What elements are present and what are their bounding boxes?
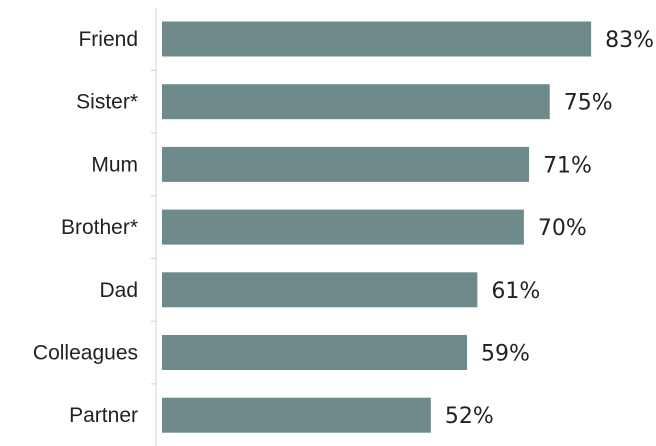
data-label: 59%	[481, 342, 530, 367]
bars	[162, 21, 592, 433]
category-label: Partner	[69, 404, 138, 427]
category-label: Sister*	[76, 91, 138, 114]
data-label: 71%	[543, 153, 592, 178]
bar	[162, 272, 478, 308]
data-label: 75%	[564, 91, 613, 116]
category-label: Dad	[99, 279, 138, 302]
bar	[162, 209, 524, 245]
category-label: Mum	[91, 153, 138, 176]
category-label: Friend	[78, 28, 138, 51]
data-label: 61%	[491, 279, 540, 304]
category-labels: Friend Sister* Mum Brother* Dad Colleagues Par…	[33, 28, 138, 427]
bar	[162, 21, 592, 57]
bar	[162, 84, 550, 120]
bar	[162, 335, 468, 370]
bar	[162, 397, 431, 433]
category-label: Colleagues	[33, 342, 138, 365]
bar	[162, 146, 530, 182]
category-label: Brother*	[61, 216, 138, 239]
value-labels: 83% 75% 71% 70% 61% 59% 52%	[445, 28, 654, 429]
data-label: 52%	[445, 404, 494, 429]
data-label: 70%	[538, 216, 587, 241]
y-axis	[151, 8, 157, 446]
data-label: 83%	[605, 28, 654, 53]
